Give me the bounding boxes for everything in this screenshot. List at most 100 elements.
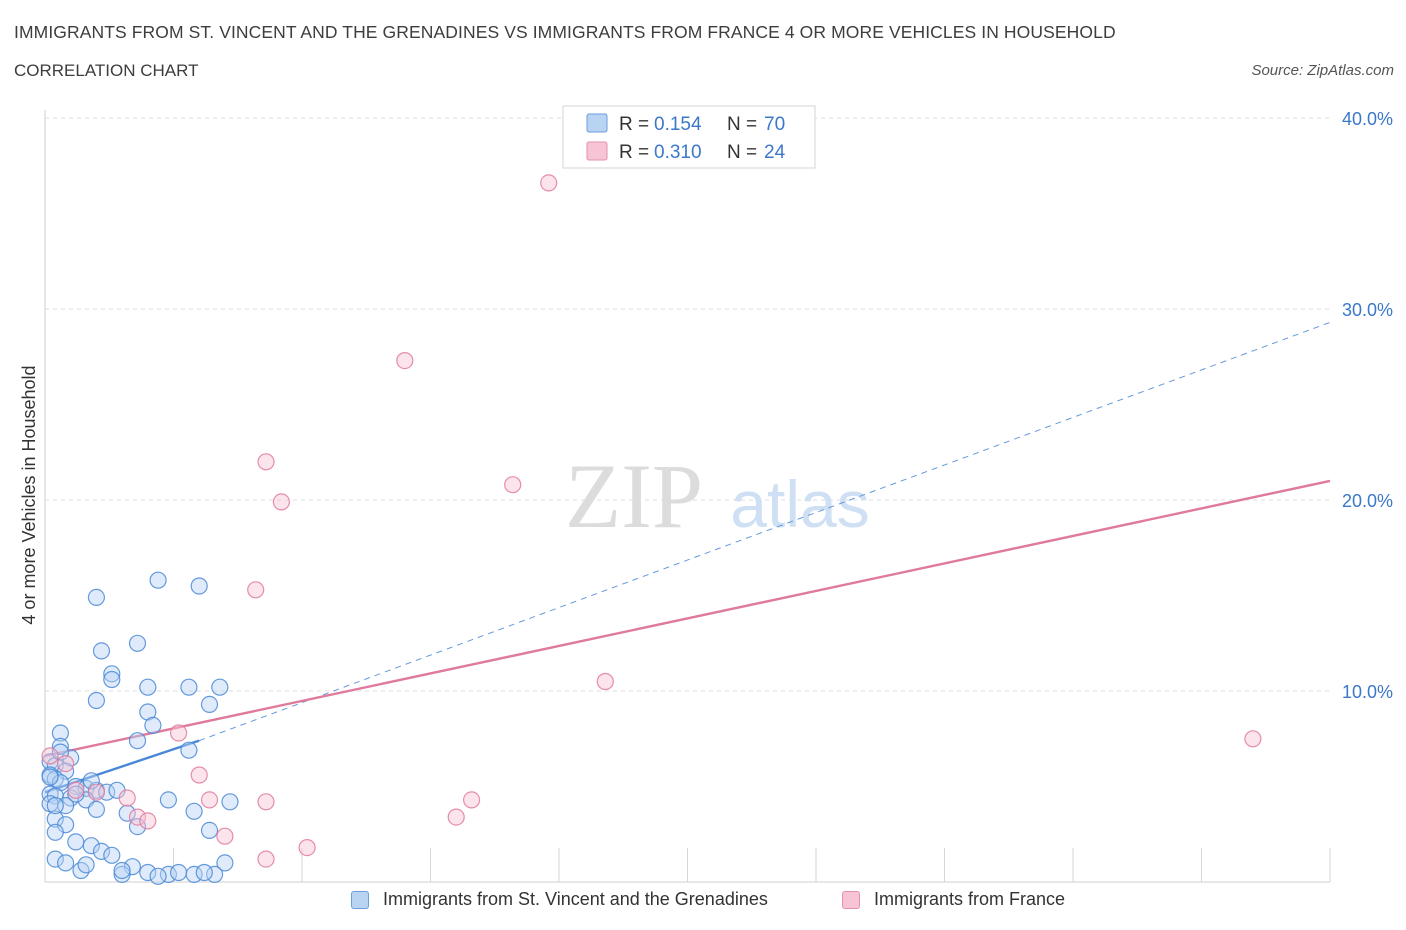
st-vincent-point: [41, 768, 59, 786]
france-trendline: [44, 479, 1331, 758]
legend-label-st-vincent: Immigrants from St. Vincent and the Gren…: [383, 889, 768, 909]
y-axis-label: 4 or more Vehicles in Household: [19, 365, 39, 624]
france-point: [170, 724, 188, 742]
st-vincent-point: [159, 791, 177, 809]
st-vincent-point: [200, 695, 219, 714]
st-vincent-point: [170, 863, 188, 882]
legend-item-st-vincent: Immigrants from St. Vincent and the Gren…: [351, 889, 768, 910]
st-vincent-point: [87, 691, 106, 710]
legend-bottom: Immigrants from St. Vincent and the Gren…: [0, 889, 1406, 917]
st-vincent-point: [87, 588, 106, 607]
st-vincent-point: [46, 810, 64, 828]
france-point: [1244, 730, 1262, 748]
trend-layer: [44, 321, 1331, 794]
legend-n-label-blue: N =: [727, 114, 757, 135]
legend-label-france: Immigrants from France: [874, 889, 1066, 909]
st-vincent-point: [46, 823, 64, 841]
st-vincent-point: [113, 865, 131, 884]
chart-title: IMMIGRANTS FROM ST. VINCENT AND THE GREN…: [14, 22, 1116, 42]
watermark: ZIP atlas: [565, 445, 870, 547]
st-vincent-point: [128, 732, 147, 750]
france-point: [596, 672, 614, 691]
st-vincent-point: [46, 850, 64, 868]
legend-swatch-pink: [586, 141, 608, 161]
france-point: [247, 581, 265, 599]
st-vincent-point: [103, 846, 121, 864]
st-vincent-point: [216, 854, 234, 872]
france-point: [257, 793, 275, 811]
france-point: [190, 766, 208, 784]
legend-n-value-blue: 70: [764, 114, 785, 135]
chart-subtitle: CORRELATION CHART: [14, 61, 199, 80]
st-vincent-trendline-extended: [199, 321, 1331, 742]
st-vincent-point: [56, 854, 75, 872]
france-point: [463, 791, 481, 809]
st-vincent-point: [211, 678, 229, 696]
legend-r-value-pink: 0.310: [654, 142, 702, 163]
france-point: [41, 747, 59, 765]
st-vincent-point: [113, 861, 131, 880]
legend-r-label-blue: R =: [619, 114, 649, 135]
france-point: [257, 453, 275, 471]
st-vincent-point: [82, 837, 100, 855]
legend-r-value-blue: 0.154: [654, 114, 702, 135]
france-point: [298, 838, 316, 857]
st-vincent-point: [46, 796, 64, 815]
watermark-atlas: atlas: [730, 467, 869, 541]
st-vincent-point: [92, 842, 111, 861]
legend-n-label-pink: N =: [727, 142, 757, 163]
france-point: [504, 476, 522, 494]
legend-item-france: Immigrants from France: [842, 889, 1065, 910]
st-vincent-point: [67, 785, 85, 803]
legend-swatch-france: [842, 890, 860, 909]
st-vincent-point: [180, 741, 198, 759]
y-tick-label-30: 30.0%: [1342, 300, 1393, 320]
st-vincent-point: [118, 804, 136, 822]
st-vincent-point: [139, 678, 157, 696]
st-vincent-point: [103, 670, 121, 689]
france-point: [67, 781, 85, 799]
y-tick-label-40: 40.0%: [1342, 109, 1393, 129]
st-vincent-point: [144, 716, 162, 735]
y-tick-label-10: 10.0%: [1342, 682, 1393, 702]
st-vincent-point: [221, 793, 239, 811]
france-point: [447, 808, 465, 826]
france-point: [128, 808, 147, 826]
france-point: [118, 789, 136, 807]
st-vincent-point: [67, 833, 85, 851]
st-vincent-point: [190, 577, 208, 595]
st-vincent-point: [149, 571, 167, 589]
grid-layer: [45, 117, 1330, 692]
st-vincent-point: [92, 642, 111, 660]
legend-swatch-blue: [586, 113, 608, 133]
legend-swatch-st-vincent: [351, 890, 369, 909]
france-point: [139, 812, 157, 830]
france-point: [216, 827, 234, 845]
points-layer: [41, 174, 1262, 885]
st-vincent-point: [128, 634, 147, 652]
france-point: [87, 783, 106, 801]
watermark-zip: ZIP: [565, 445, 703, 547]
st-vincent-point: [200, 821, 219, 840]
france-point: [56, 754, 75, 773]
legend-n-value-pink: 24: [764, 142, 786, 163]
st-vincent-point: [185, 802, 203, 820]
scatter-chart: ZIP atlas 10.0%20.0%30.0%40.0%0.0%25.0% …: [19, 105, 1393, 885]
axes-layer: 10.0%20.0%30.0%40.0%0.0%25.0%: [44, 109, 1393, 883]
st-vincent-point: [87, 800, 106, 819]
legend-r-label-pink: R =: [619, 142, 649, 163]
y-tick-label-20: 20.0%: [1342, 491, 1393, 511]
legend-top: R = 0.154 N = 70 R = 0.310 N = 24: [562, 105, 816, 169]
st-vincent-point: [51, 724, 70, 742]
st-vincent-point: [149, 867, 167, 885]
france-point: [272, 493, 290, 511]
st-vincent-point: [195, 863, 213, 882]
france-point: [396, 352, 414, 370]
source-credit: Source: ZipAtlas.com: [1251, 62, 1394, 79]
st-vincent-point: [139, 863, 157, 882]
st-vincent-point: [128, 817, 147, 836]
france-point: [257, 850, 275, 868]
france-point: [200, 791, 219, 809]
france-point: [540, 174, 558, 192]
st-vincent-point: [180, 678, 198, 696]
